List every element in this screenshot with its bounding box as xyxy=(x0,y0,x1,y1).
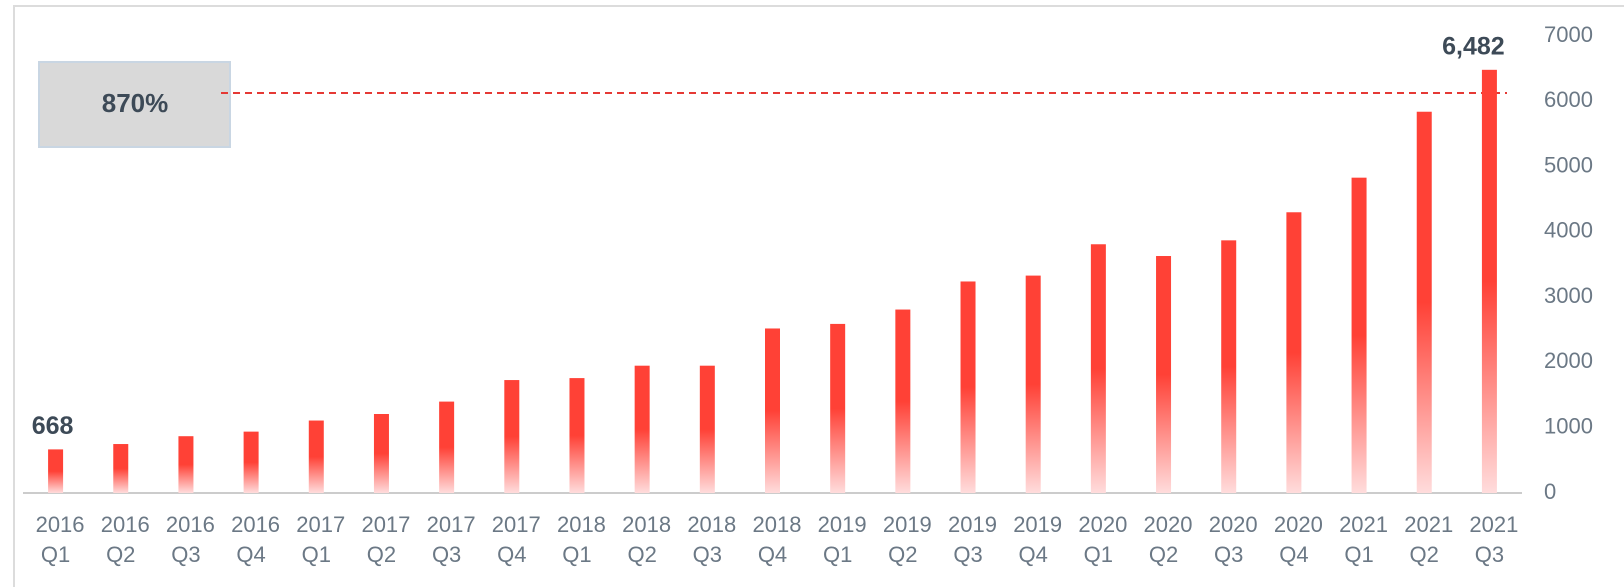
x-tick-label: 2019 Q4 xyxy=(1013,512,1063,567)
x-tick-label: 2020 Q4 xyxy=(1273,512,1323,567)
bar xyxy=(765,328,780,493)
x-tick-label: 2017 Q1 xyxy=(296,512,346,567)
x-tick-label: 2021 Q2 xyxy=(1404,512,1454,567)
bar xyxy=(1481,69,1497,494)
y-tick-label: 3000 xyxy=(1544,283,1593,308)
y-tick-label: 1000 xyxy=(1544,414,1593,439)
bar xyxy=(895,309,911,493)
y-tick-label: 4000 xyxy=(1544,218,1593,243)
bar xyxy=(113,444,129,493)
bar xyxy=(243,431,259,493)
bar xyxy=(1416,111,1432,493)
x-tick-label: 2021 Q3 xyxy=(1469,512,1519,567)
x-tick-label: 2016 Q4 xyxy=(231,512,281,567)
x-tick-label: 2018 Q3 xyxy=(687,512,737,567)
x-tick-label: 2020 Q1 xyxy=(1078,512,1128,567)
bar xyxy=(48,449,64,493)
x-tick-label: 2018 Q2 xyxy=(622,512,672,567)
bar xyxy=(504,380,520,493)
value-label: 668 xyxy=(32,412,74,440)
x-tick-label: 2019 Q2 xyxy=(882,512,932,567)
bar xyxy=(634,365,650,493)
y-tick-label: 5000 xyxy=(1544,152,1593,177)
x-tick-label: 2018 Q4 xyxy=(752,512,802,567)
y-tick-label: 6000 xyxy=(1544,87,1593,112)
bar xyxy=(960,281,976,493)
y-tick-label: 2000 xyxy=(1544,348,1593,373)
bar xyxy=(439,401,455,493)
bar xyxy=(569,378,585,493)
y-tick-label: 7000 xyxy=(1544,22,1593,47)
bar xyxy=(1025,275,1041,493)
bar xyxy=(1156,256,1172,493)
bar xyxy=(178,436,194,493)
bar xyxy=(1090,244,1106,493)
annotation-box xyxy=(38,61,231,148)
x-tick-label: 2017 Q2 xyxy=(361,512,411,567)
bar xyxy=(830,323,846,493)
bar xyxy=(699,365,715,493)
x-tick-label: 2019 Q3 xyxy=(948,512,997,567)
x-tick-label: 2020 Q2 xyxy=(1143,512,1193,567)
annotation: 870% xyxy=(102,88,169,118)
x-tick-label: 2020 Q3 xyxy=(1208,512,1258,567)
x-tick-label: 2016 Q3 xyxy=(165,512,215,567)
x-tick-label: 2016 Q1 xyxy=(35,512,85,567)
x-tick-label: 2017 Q3 xyxy=(426,512,476,567)
x-tick-label: 2019 Q1 xyxy=(817,512,867,567)
frame xyxy=(13,5,1624,587)
bar xyxy=(1221,240,1237,493)
value-label: 6,482 xyxy=(1442,32,1505,60)
x-tick-label: 2018 Q1 xyxy=(556,512,606,567)
bar xyxy=(308,420,324,493)
x-tick-label: 2016 Q2 xyxy=(100,512,150,567)
bar xyxy=(373,414,389,493)
x-tick-label: 2021 Q1 xyxy=(1339,512,1389,567)
bar xyxy=(1286,212,1302,493)
bar xyxy=(1351,177,1367,494)
x-tick-label: 2017 Q4 xyxy=(491,512,541,567)
y-tick-label: 0 xyxy=(1544,479,1556,504)
